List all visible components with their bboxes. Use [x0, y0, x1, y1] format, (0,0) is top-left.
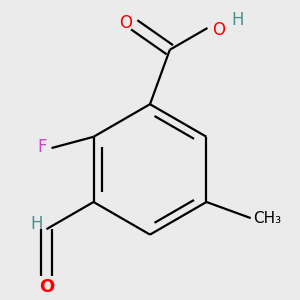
Text: H: H: [231, 11, 244, 29]
Text: O: O: [39, 278, 54, 296]
Text: H: H: [30, 215, 43, 233]
Text: CH₃: CH₃: [254, 211, 282, 226]
Text: O: O: [212, 21, 225, 39]
Text: F: F: [38, 138, 47, 156]
Text: O: O: [119, 14, 132, 32]
